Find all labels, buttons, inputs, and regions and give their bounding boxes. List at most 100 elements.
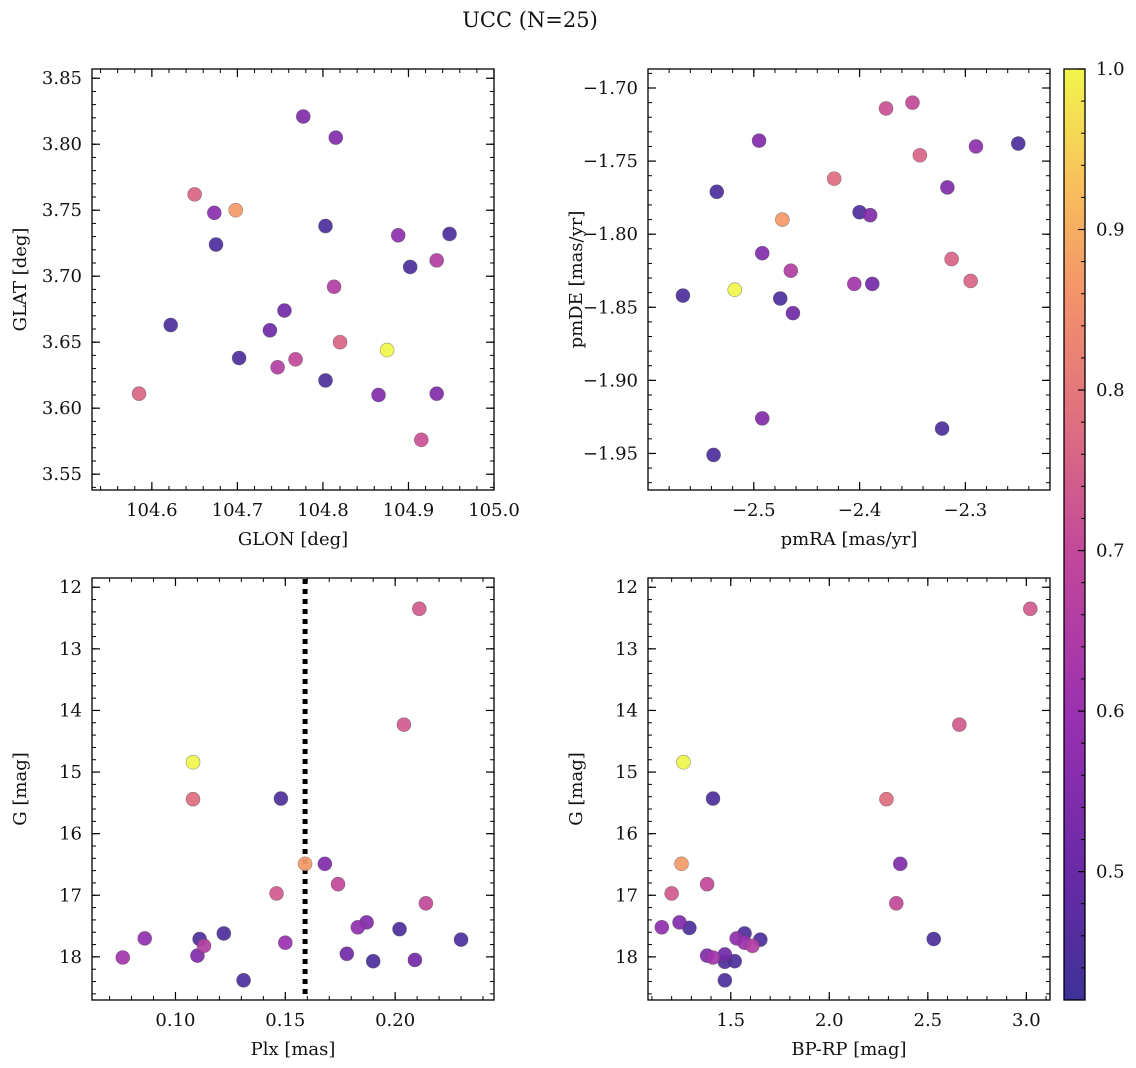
data-point <box>277 303 292 318</box>
data-point <box>429 253 444 268</box>
data-point <box>412 601 427 617</box>
data-point <box>676 754 691 770</box>
plot-frame <box>647 68 1051 491</box>
y-tick-label: −1.75 <box>583 151 638 172</box>
y-tick-label: 3.80 <box>42 134 82 155</box>
data-point <box>783 263 799 279</box>
data-point <box>952 717 967 732</box>
y-tick-label: −1.80 <box>583 224 638 245</box>
data-point <box>706 447 721 463</box>
y-tick-label: 16 <box>59 824 82 845</box>
data-point <box>418 895 434 911</box>
data-point <box>940 180 955 195</box>
y-axis-label: G [mag] <box>566 752 587 825</box>
data-point <box>862 207 878 223</box>
y-tick-label: 14 <box>615 700 638 721</box>
x-tick-label: 2.0 <box>815 1010 844 1031</box>
x-tick-label: 0.10 <box>155 1010 195 1031</box>
data-point <box>196 938 212 954</box>
x-tick-label: −2.4 <box>838 500 882 521</box>
y-tick-label: 3.75 <box>42 200 82 221</box>
data-point <box>846 276 862 292</box>
data-point <box>968 139 984 154</box>
data-point <box>317 856 333 872</box>
data-point <box>1022 601 1038 617</box>
data-point <box>654 920 670 935</box>
x-tick-label: 105.0 <box>468 500 520 521</box>
plot-frame <box>91 68 495 491</box>
data-point <box>328 130 344 145</box>
plot-frame <box>91 577 495 1001</box>
y-axis-label: pmDE [mas/yr] <box>566 211 587 349</box>
data-point <box>727 282 743 298</box>
x-tick-label: 0.20 <box>375 1010 415 1031</box>
panel-1: 104.6 104.7 104.8 104.9 105.0 3.55 3.60 3.65 3.7… <box>10 68 520 550</box>
data-point <box>163 317 178 333</box>
panel-4: 1.5 2.0 2.5 3.0 12 13 14 15 16 17 18 BP-RP [mag] G [… <box>566 577 1051 1060</box>
x-tick-label: 1.5 <box>716 1010 745 1031</box>
data-point <box>699 876 715 892</box>
data-point <box>905 95 920 110</box>
data-point <box>879 791 894 807</box>
data-point <box>754 411 770 426</box>
y-tick-label: 15 <box>615 762 638 783</box>
data-point <box>318 373 333 388</box>
data-point <box>453 932 469 947</box>
y-tick-label: 17 <box>59 885 82 906</box>
data-point <box>137 931 153 946</box>
data-point <box>754 245 770 261</box>
data-point <box>332 334 348 350</box>
y-tick-label: 17 <box>615 885 638 906</box>
data-point <box>326 279 342 295</box>
data-point <box>775 212 790 227</box>
data-point <box>365 953 381 969</box>
data-point <box>231 350 247 366</box>
data-point <box>297 856 313 872</box>
colorbar-tick-label: 0.7 <box>1096 541 1125 562</box>
plot-frame <box>647 577 1051 1001</box>
data-point <box>216 926 232 941</box>
data-point <box>318 218 333 234</box>
y-axis-label: GLAT [deg] <box>10 228 31 332</box>
y-tick-label: 12 <box>615 577 638 598</box>
y-tick-label: 3.60 <box>42 398 82 419</box>
data-point <box>751 133 767 148</box>
x-tick-label: 3.0 <box>1012 1010 1041 1031</box>
panel-3: 0.10 0.15 0.20 12 13 14 15 16 17 18 Plx [mas] G [ma… <box>10 577 495 1060</box>
y-tick-label: 15 <box>59 762 82 783</box>
data-point <box>295 109 311 124</box>
y-tick-label: 18 <box>59 947 82 968</box>
data-point <box>878 101 894 116</box>
data-point <box>888 895 904 911</box>
colorbar-tick-label: 0.8 <box>1096 380 1125 401</box>
data-point <box>402 259 418 275</box>
data-point <box>236 972 251 988</box>
data-point <box>339 946 355 962</box>
data-point <box>826 171 842 186</box>
data-point <box>772 291 788 306</box>
data-point <box>944 251 959 267</box>
data-point <box>207 205 222 221</box>
data-point <box>664 886 679 901</box>
data-point <box>330 876 346 892</box>
y-tick-label: 12 <box>59 577 82 598</box>
data-point <box>1010 136 1026 151</box>
data-point <box>392 921 407 937</box>
y-tick-label: 13 <box>59 639 82 660</box>
data-point <box>745 938 760 954</box>
data-point <box>934 421 950 436</box>
x-axis-label: Plx [mas] <box>251 1039 336 1060</box>
data-point <box>413 432 429 448</box>
data-point <box>963 273 978 289</box>
x-tick-label: −2.3 <box>944 500 988 521</box>
data-point <box>269 886 284 901</box>
data-point <box>185 754 201 770</box>
data-point <box>262 323 278 338</box>
data-point <box>379 342 395 358</box>
x-axis-label: pmRA [mas/yr] <box>781 529 918 550</box>
data-point <box>864 276 880 292</box>
colorbar-tick-label: 1.0 <box>1096 59 1125 80</box>
data-point <box>228 202 243 218</box>
x-axis-label: BP-RP [mag] <box>791 1039 906 1060</box>
